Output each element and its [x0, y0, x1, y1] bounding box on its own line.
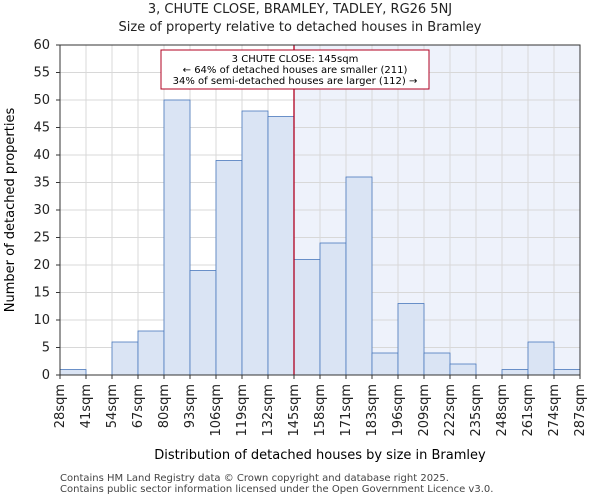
y-tick-label: 55: [33, 66, 50, 81]
bar-80sqm: [163, 99, 191, 376]
x-axis-ticks: 28sqm 41sqm 54sqm 67sqm 80sqm 93sqm 106sqm 119s…: [53, 375, 588, 437]
x-tick-label: 235sqm: [469, 384, 484, 437]
y-tick-label: 35: [33, 176, 50, 191]
x-tick-label: 196sqm: [391, 384, 406, 437]
y-axis-ticks: 0 5 10 15 20 25 30 35 40 45 50 55 60: [33, 38, 60, 383]
x-tick-label: 248sqm: [495, 384, 510, 437]
annotation-line-2: ← 64% of detached houses are smaller (21…: [183, 65, 408, 76]
bar-171sqm: [345, 176, 373, 376]
y-tick-label: 40: [33, 148, 50, 163]
y-tick-label: 5: [42, 341, 50, 356]
bar-261sqm: [527, 341, 555, 376]
x-tick-label: 54sqm: [105, 384, 120, 428]
annotation-line-3: 34% of semi-detached houses are larger (…: [173, 76, 418, 87]
y-tick-label: 10: [33, 313, 50, 328]
bar-183sqm: [371, 352, 399, 376]
bar-158sqm: [319, 242, 347, 376]
bar-248sqm: [501, 369, 529, 376]
bar-274sqm: [553, 369, 581, 376]
x-tick-label: 93sqm: [183, 384, 198, 428]
x-tick-label: 41sqm: [79, 384, 94, 428]
x-tick-label: 274sqm: [547, 384, 562, 437]
y-tick-label: 0: [42, 368, 50, 383]
y-tick-label: 45: [33, 121, 50, 136]
y-tick-label: 15: [33, 286, 50, 301]
bar-93sqm: [189, 270, 217, 376]
x-tick-label: 287sqm: [573, 384, 588, 437]
bar-222sqm: [449, 363, 477, 376]
x-tick-label: 145sqm: [287, 384, 302, 437]
bar-196sqm: [397, 303, 425, 376]
x-tick-label: 158sqm: [313, 384, 328, 437]
x-tick-label: 119sqm: [235, 384, 250, 437]
x-tick-label: 132sqm: [261, 384, 276, 437]
x-tick-label: 183sqm: [365, 384, 380, 437]
x-tick-label: 171sqm: [339, 384, 354, 437]
y-tick-label: 30: [33, 203, 50, 218]
footer-licence: Contains public sector information licen…: [60, 484, 494, 495]
bar-209sqm: [423, 352, 451, 376]
y-tick-label: 60: [33, 38, 50, 53]
bar-54sqm: [111, 341, 139, 376]
bar-106sqm: [215, 160, 243, 376]
histogram-chart: 3 CHUTE CLOSE: 145sqm ← 64% of detached …: [3, 38, 588, 463]
chart-subtitle: Size of property relative to detached ho…: [118, 20, 482, 35]
chart-title: 3, CHUTE CLOSE, BRAMLEY, TADLEY, RG26 5N…: [147, 2, 453, 17]
y-tick-label: 20: [33, 258, 50, 273]
bar-132sqm: [267, 116, 295, 376]
x-tick-label: 209sqm: [417, 384, 432, 437]
annotation-border: [160, 49, 430, 90]
x-tick-label: 261sqm: [521, 384, 536, 437]
bar-28sqm: [59, 369, 87, 376]
y-axis-label: Number of detached properties: [3, 108, 18, 313]
y-tick-label: 25: [33, 231, 50, 246]
x-tick-label: 80sqm: [157, 384, 172, 428]
bar-67sqm: [137, 330, 165, 376]
bars: [59, 99, 581, 376]
x-tick-label: 67sqm: [131, 384, 146, 428]
bar-145sqm: [293, 259, 321, 376]
annotation-box: 3 CHUTE CLOSE: 145sqm ← 64% of detached …: [160, 49, 430, 90]
x-tick-label: 28sqm: [53, 384, 68, 428]
bar-119sqm: [241, 110, 269, 376]
y-tick-label: 50: [33, 93, 50, 108]
footer-copyright: Contains HM Land Registry data © Crown c…: [60, 473, 449, 484]
annotation-line-1: 3 CHUTE CLOSE: 145sqm: [232, 54, 359, 65]
x-tick-label: 222sqm: [443, 384, 458, 437]
x-axis-label: Distribution of detached houses by size …: [154, 448, 486, 463]
x-tick-label: 106sqm: [209, 384, 224, 437]
